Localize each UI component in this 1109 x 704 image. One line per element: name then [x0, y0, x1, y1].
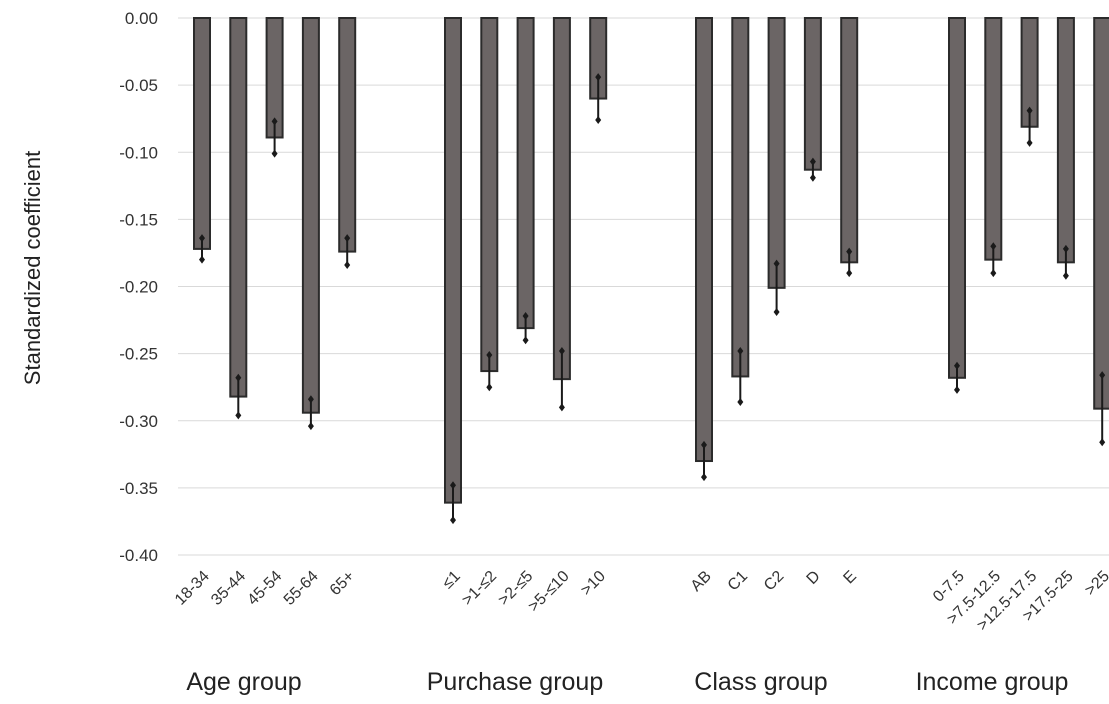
y-axis-label: Standardized coefficient: [20, 151, 45, 385]
error-bar-cap: [990, 269, 997, 278]
bar: [338, 17, 357, 253]
error-bars: [199, 73, 1106, 525]
error-bar-cap: [773, 308, 780, 317]
error-bar-cap: [990, 242, 997, 251]
error-bar-cap: [271, 117, 278, 126]
category-label: 55-64: [281, 568, 322, 609]
error-bar-cap: [1026, 138, 1033, 147]
bar: [984, 17, 1003, 261]
error-bar-cap: [558, 346, 565, 355]
error-bar-cap: [846, 269, 853, 278]
error-bar-cap: [1099, 371, 1106, 380]
category-label: >1-≤2: [459, 568, 500, 609]
bar: [229, 17, 248, 398]
bar: [193, 17, 211, 250]
gridlines: [178, 17, 1109, 556]
error-bar-cap: [307, 395, 314, 404]
error-bar-cap: [846, 247, 853, 256]
error-bar-cap: [307, 422, 314, 431]
bar: [516, 17, 535, 330]
error-bar-cap: [199, 255, 205, 264]
y-tick-label: -0.15: [119, 210, 158, 229]
bars: [193, 17, 1109, 504]
bar: [803, 17, 822, 171]
y-tick-label: -0.40: [119, 546, 158, 565]
category-label: E: [840, 568, 860, 588]
category-label: D: [804, 568, 824, 588]
bar: [948, 17, 966, 379]
error-bar-cap: [486, 350, 493, 359]
error-bar-cap: [1026, 106, 1033, 115]
category-label: >5-≤10: [525, 568, 573, 616]
error-bar-cap: [522, 336, 529, 345]
category-label: AB: [688, 568, 715, 595]
error-bar-cap: [809, 157, 816, 166]
error-bar-cap: [199, 234, 205, 243]
error-bar-cap: [737, 397, 744, 406]
category-label: >10: [578, 568, 609, 599]
bar: [695, 17, 713, 463]
error-bar-cap: [595, 73, 602, 82]
error-bar-cap: [235, 411, 242, 420]
error-bar-cap: [595, 116, 602, 125]
category-label: 18-34: [172, 568, 213, 609]
error-bar-cap: [344, 261, 351, 270]
error-bar-cap: [235, 373, 242, 382]
category-label: >25: [1082, 568, 1109, 599]
y-tick-label: -0.20: [119, 278, 158, 297]
category-label: 45-54: [244, 568, 285, 609]
bar: [480, 17, 499, 373]
category-label: 65+: [327, 568, 358, 599]
category-label: 35-44: [208, 568, 249, 609]
group-label: Class group: [694, 668, 827, 696]
bar: [1093, 17, 1109, 410]
error-bar-cap: [809, 173, 816, 182]
y-axis-ticks: 0.00 -0.05 -0.10 -0.15 -0.20 -0.25 -0.30 -0.35 -…: [119, 9, 158, 565]
group-label: Purchase group: [427, 668, 604, 696]
category-label: ≤1: [439, 568, 464, 593]
error-bar-cap: [701, 440, 707, 449]
error-bar-cap: [954, 385, 960, 394]
error-bar-cap: [737, 346, 744, 355]
group-label: Age group: [186, 668, 301, 696]
y-tick-label: -0.30: [119, 412, 158, 431]
y-tick-label: -0.10: [119, 143, 158, 162]
error-bar-cap: [1062, 244, 1069, 253]
bar: [767, 17, 786, 289]
category-label: C1: [725, 568, 752, 595]
group-labels: Age group Purchase group Class group Income…: [186, 668, 1068, 696]
error-bar-cap: [954, 361, 960, 370]
error-bar-cap: [773, 259, 780, 268]
y-tick-label: 0.00: [125, 9, 158, 28]
y-tick-label: -0.25: [119, 345, 158, 364]
bar: [731, 17, 750, 378]
error-bar-cap: [522, 312, 529, 321]
bar: [301, 17, 320, 414]
y-tick-label: -0.35: [119, 479, 158, 498]
error-bar-cap: [450, 516, 456, 525]
error-bar-cap: [558, 403, 565, 412]
error-bar-cap: [486, 383, 493, 392]
error-bar-cap: [344, 234, 351, 243]
y-tick-label: -0.05: [119, 76, 158, 95]
category-label: C2: [761, 568, 788, 595]
bar: [444, 17, 462, 504]
error-bar-cap: [450, 481, 456, 490]
bar: [1056, 17, 1075, 264]
error-bar-cap: [271, 149, 278, 158]
bar: [840, 17, 859, 264]
error-bar-cap: [701, 473, 707, 482]
group-label: Income group: [916, 668, 1069, 696]
bar: [552, 17, 571, 381]
error-bar-cap: [1099, 438, 1106, 447]
error-bar-cap: [1062, 271, 1069, 280]
